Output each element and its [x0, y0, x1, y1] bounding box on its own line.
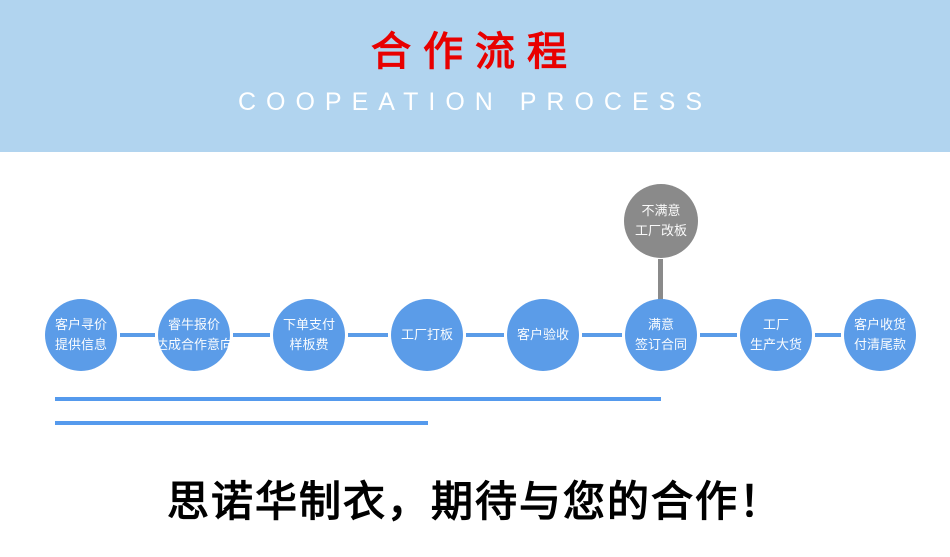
flow-node-label-line1: 客户寻价: [54, 317, 107, 332]
flow-connector-line: [815, 333, 841, 337]
flow-node-quotation: 睿牛报价 达成合作意向: [155, 299, 234, 371]
flow-node-label-line1: 下单支付: [282, 317, 335, 332]
flow-connector-line: [582, 333, 622, 337]
flow-connector-line: [233, 333, 270, 337]
page-title: 合作流程: [371, 30, 579, 74]
flow-node-label-line2: 生产大货: [749, 337, 802, 352]
flow-node-receive-pay-balance: 客户收货 付清尾款: [844, 299, 916, 371]
flow-connector-line: [348, 333, 388, 337]
flow-node-unsatisfied: 不满意 工厂改板: [624, 184, 698, 258]
flow-node-label-line2: 提供信息: [54, 337, 107, 352]
flow-node-label-line1: 满意: [647, 317, 674, 332]
flow-node-label-line1: 睿牛报价: [167, 317, 220, 332]
footer-slogan: 思诺华制衣，期待与您的合作！: [166, 480, 783, 526]
flow-node-order-sample-fee: 下单支付 样板费: [273, 299, 345, 371]
page-subtitle: COOPEATION PROCESS: [237, 88, 713, 116]
flow-connector-line: [120, 333, 155, 337]
flow-node-label-line1: 客户收货: [853, 317, 906, 332]
decorative-rule-bottom: [55, 421, 428, 425]
flow-node-label-line1: 不满意: [641, 203, 681, 218]
flow-node-label-line2: 签订合同: [634, 337, 687, 352]
flow-node-customer-inquiry: 客户寻价 提供信息: [45, 299, 117, 371]
flow-connector-line: [700, 333, 737, 337]
flow-node-label-line2: 达成合作意向: [155, 337, 234, 352]
flow-node-label-line1: 工厂: [762, 317, 789, 332]
flow-node-bulk-production: 工厂 生产大货: [740, 299, 812, 371]
flow-node-factory-sample: 工厂打板: [391, 299, 463, 371]
flow-node-label-line2: 工厂改板: [634, 223, 687, 238]
flow-node-label-line1: 工厂打板: [400, 327, 453, 342]
flow-node-customer-acceptance: 客户验收: [507, 299, 579, 371]
process-flow-diagram: 不满意 工厂改板 客户寻价 提供信息 睿牛报价 达成合作意向 下单支付 样板费 …: [0, 152, 950, 412]
branch-connector-line: [658, 259, 663, 300]
flow-node-label-line1: 客户验收: [516, 327, 569, 342]
flow-node-label-line2: 付清尾款: [853, 337, 906, 352]
flow-node-sign-contract: 满意 签订合同: [625, 299, 697, 371]
flow-node-label-line2: 样板费: [289, 337, 329, 352]
header-banner: 合作流程 COOPEATION PROCESS: [0, 0, 950, 152]
decorative-rule-top: [55, 397, 661, 401]
flow-connector-line: [466, 333, 504, 337]
